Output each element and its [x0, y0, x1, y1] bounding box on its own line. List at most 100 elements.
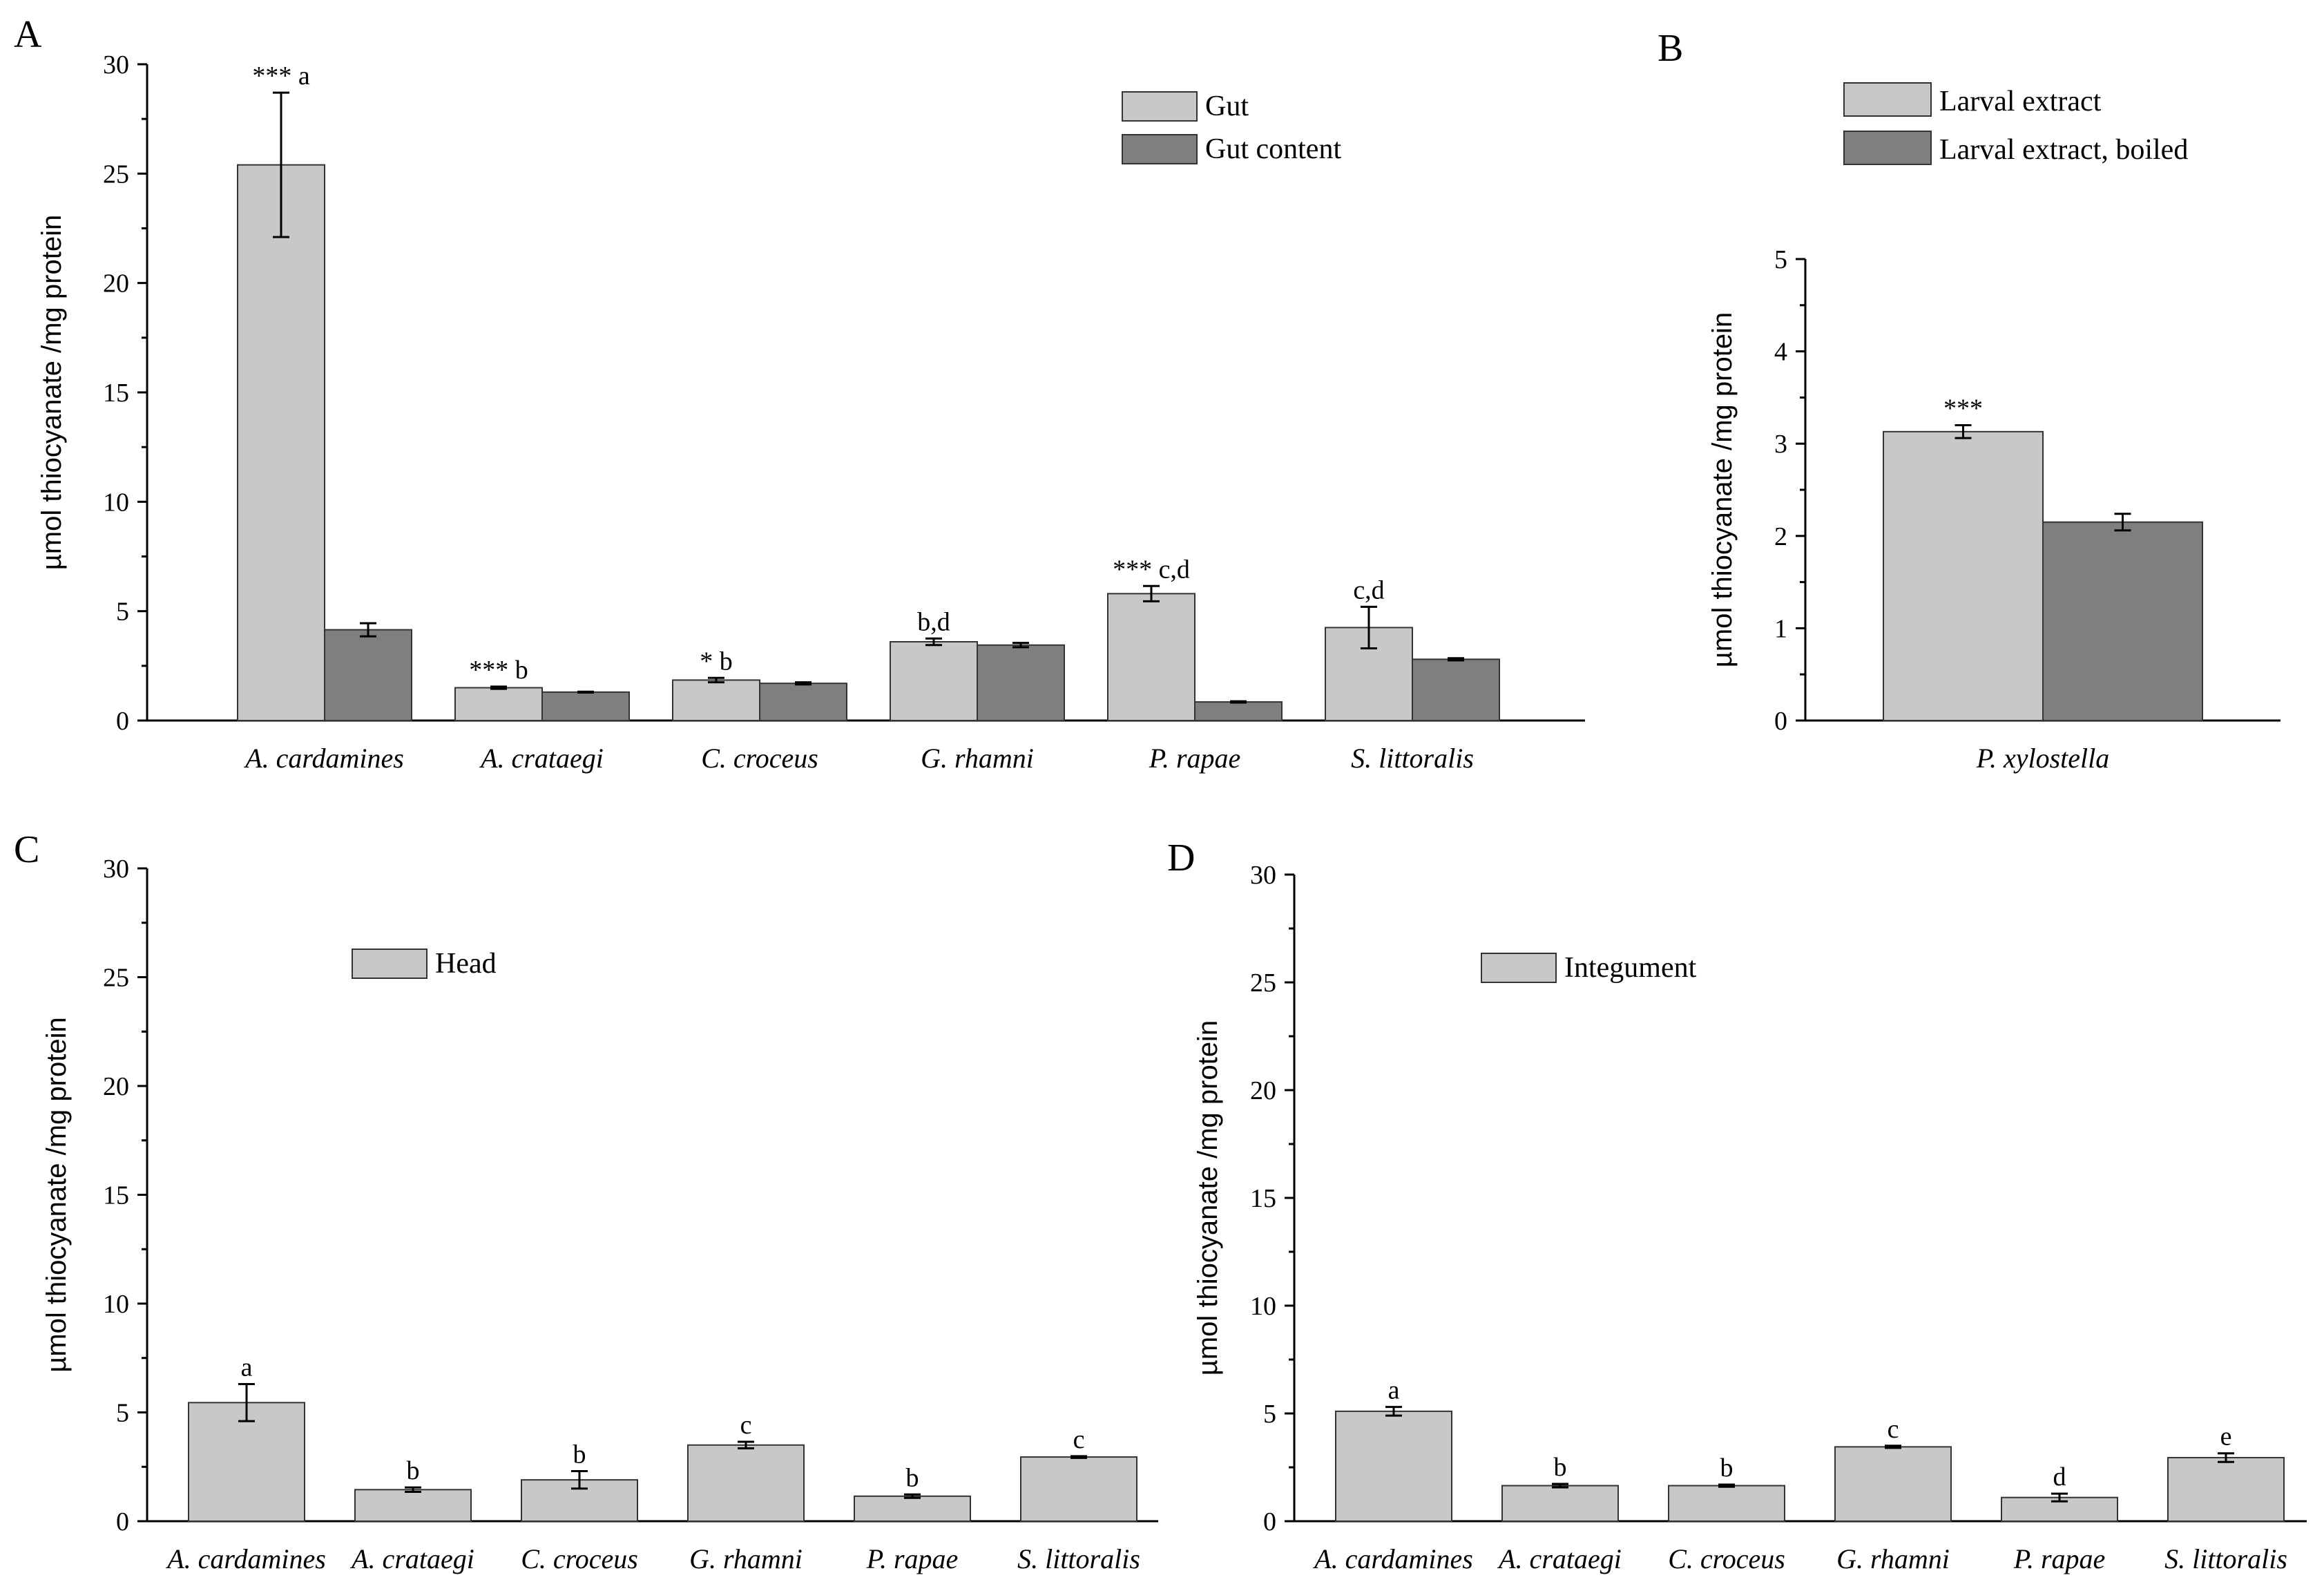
bar-gut-content-1	[541, 691, 630, 721]
legend-swatch	[1843, 131, 1932, 165]
category-label: A. cardamines	[1312, 1543, 1473, 1574]
y-tick-label: 30	[103, 855, 129, 884]
significance-annotation: b,d	[917, 607, 950, 636]
y-tick-label: 10	[1250, 1292, 1276, 1321]
bar-head-3	[687, 1444, 805, 1522]
category-label: S. littoralis	[1351, 743, 1474, 774]
bar-head-0	[188, 1402, 305, 1522]
y-tick-label: 5	[1774, 245, 1787, 274]
y-tick-label: 0	[116, 1507, 129, 1536]
category-label: P. rapae	[1149, 743, 1241, 774]
legend-label: Larval extract, boiled	[1939, 134, 2188, 166]
y-tick-label: 0	[116, 707, 129, 736]
category-label: C. croceus	[1668, 1543, 1785, 1574]
y-tick-label: 25	[103, 160, 129, 189]
y-tick-label: 5	[116, 598, 129, 627]
significance-annotation: d	[2053, 1462, 2066, 1492]
significance-annotation: b	[573, 1440, 586, 1469]
bar-gut-content-3	[977, 644, 1065, 721]
significance-annotation: a	[1388, 1376, 1400, 1405]
y-tick-label: 0	[1774, 707, 1787, 736]
y-axis-label: µmol thiocyanate /mg protein	[37, 215, 67, 570]
panel-c-chart: C 0 5 10 15 20 25 30 µmol thiocyanate /mg protei…	[14, 828, 1158, 1574]
y-tick-label: 1	[1774, 614, 1787, 643]
bar-gut-2	[672, 679, 760, 722]
significance-annotation: c	[1888, 1415, 1899, 1444]
category-label: A. cardamines	[243, 743, 404, 774]
y-tick-label: 25	[1250, 969, 1276, 998]
y-tick-label: 4	[1774, 338, 1787, 367]
bar-head-1	[354, 1489, 472, 1522]
y-axis-label: µmol thiocyanate /mg protein	[1193, 1020, 1223, 1375]
category-label: P. rapae	[866, 1543, 959, 1574]
legend-swatch	[1843, 82, 1932, 117]
panel-a-chart: A 0 5 10 15 20 25 30 µmol thiocyanate /mg protei…	[14, 13, 1585, 774]
bar-gut-content-4	[1194, 701, 1283, 721]
bar-gut-3	[890, 641, 978, 721]
bar-integument-3	[1834, 1446, 1952, 1523]
category-label: A. crataegi	[1497, 1543, 1622, 1574]
panel-letter: B	[1658, 27, 1683, 70]
y-tick-label: 5	[1263, 1400, 1276, 1429]
legend-label: Integument	[1564, 952, 1697, 984]
y-tick-label: 25	[103, 964, 129, 993]
category-label: G. rhamni	[921, 743, 1034, 774]
y-tick-label: 2	[1774, 522, 1787, 551]
category-label: G. rhamni	[689, 1543, 803, 1574]
y-tick-label: 30	[1250, 861, 1276, 890]
significance-annotation: c	[1073, 1425, 1085, 1454]
panel-d-chart: D 0 5 10 15 20 25 30 µmol thiocyanate /mg protei…	[1167, 837, 2307, 1574]
bar-integument-0	[1335, 1410, 1452, 1522]
y-tick-label: 20	[103, 1072, 129, 1101]
panel-letter: A	[14, 13, 42, 56]
y-axis-label: µmol thiocyanate /mg protein	[41, 1017, 72, 1372]
category-label: P. xylostella	[1976, 743, 2110, 774]
legend-swatch	[1122, 91, 1198, 122]
legend-label: Head	[435, 948, 497, 980]
significance-annotation: *** a	[252, 61, 310, 90]
y-tick-label: 5	[116, 1399, 129, 1428]
y-tick-label: 15	[103, 1181, 129, 1210]
y-tick-label: 15	[1250, 1184, 1276, 1213]
y-tick-label: 20	[103, 269, 129, 298]
panel-b-chart: B 0 1 2 3 4 5 µmol thiocyanate /mg protein P. xy…	[1658, 27, 2280, 774]
y-tick-label: 30	[103, 50, 129, 79]
bar-gut-content-5	[1412, 658, 1500, 721]
bar-gut-4	[1107, 593, 1195, 721]
y-tick-label: 20	[1250, 1076, 1276, 1105]
significance-annotation: a	[241, 1353, 253, 1382]
significance-annotation: c	[740, 1411, 752, 1440]
bar-head-5	[1020, 1456, 1137, 1522]
bar-integument-2	[1668, 1485, 1785, 1523]
panel-letter: D	[1167, 837, 1195, 879]
bar-larval-extract-0	[1883, 430, 2044, 721]
y-tick-label: 0	[1263, 1507, 1276, 1536]
category-label: C. croceus	[701, 743, 818, 774]
significance-annotation: c,d	[1353, 575, 1384, 604]
category-label: G. rhamni	[1836, 1543, 1950, 1574]
category-label: A. crataegi	[349, 1543, 474, 1574]
legend-swatch	[1481, 953, 1557, 983]
bar-gut-0	[237, 164, 325, 721]
bar-gut-content-0	[324, 629, 412, 721]
significance-annotation: b	[1720, 1454, 1734, 1483]
significance-annotation: ***	[1943, 394, 1983, 423]
category-label: A. crataegi	[479, 743, 604, 774]
category-label: P. rapae	[2013, 1543, 2106, 1574]
legend-swatch	[352, 949, 428, 979]
legend-label: Larval extract	[1939, 86, 2102, 117]
category-label: S. littoralis	[2164, 1543, 2287, 1574]
y-tick-label: 15	[103, 379, 129, 408]
panel-letter: C	[14, 828, 39, 871]
category-label: C. croceus	[521, 1543, 638, 1574]
significance-annotation: b	[906, 1463, 919, 1492]
y-tick-label: 3	[1774, 430, 1787, 459]
significance-annotation: b	[1554, 1453, 1567, 1482]
significance-annotation: *** b	[469, 656, 528, 685]
bar-head-4	[854, 1495, 971, 1522]
bar-larval-extract-boiled-0	[2042, 521, 2203, 721]
y-axis-label: µmol thiocyanate /mg protein	[1707, 312, 1738, 667]
bar-integument-1	[1501, 1485, 1619, 1523]
significance-annotation: e	[2220, 1422, 2232, 1451]
